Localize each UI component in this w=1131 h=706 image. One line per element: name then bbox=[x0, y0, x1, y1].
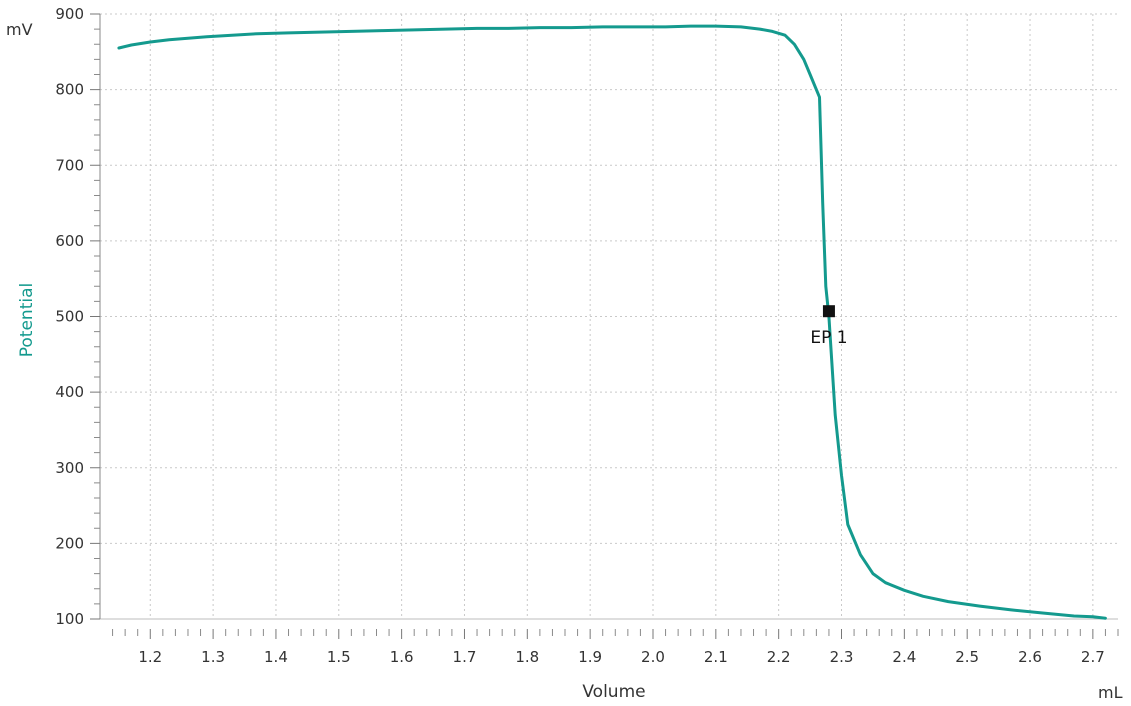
x-tick-label: 2.1 bbox=[704, 648, 728, 666]
annotations: EP 1 bbox=[810, 305, 848, 348]
x-tick-label: 2.3 bbox=[830, 648, 854, 666]
endpoint-label: EP 1 bbox=[810, 328, 847, 348]
x-tick-label: 2.6 bbox=[1018, 648, 1042, 666]
y-tick-label: 100 bbox=[55, 610, 84, 628]
x-tick-label: 2.0 bbox=[641, 648, 665, 666]
x-axis-ticks: 1.2 1.3 1.4 1.5 1.6 1.7 1.8 1.9 2.0 2.1 2.2 2.3 2.4 2… bbox=[112, 629, 1119, 666]
y-unit-label: mV bbox=[6, 20, 33, 39]
y-tick-label: 700 bbox=[55, 156, 84, 174]
x-tick-label: 1.6 bbox=[390, 648, 414, 666]
x-tick-label: 1.4 bbox=[264, 648, 288, 666]
grid bbox=[100, 13, 1118, 619]
y-tick-label: 200 bbox=[55, 534, 84, 552]
x-tick-label: 2.7 bbox=[1081, 648, 1105, 666]
x-tick-label: 1.9 bbox=[578, 648, 602, 666]
y-tick-label: 500 bbox=[55, 308, 84, 326]
series-line bbox=[117, 24, 1107, 620]
x-unit-label: mL bbox=[1098, 683, 1123, 702]
x-tick-label: 1.5 bbox=[327, 648, 351, 666]
endpoint-marker bbox=[822, 305, 835, 318]
y-axis-ticks: 100 200 300 400 500 600 700 800 900 bbox=[55, 5, 100, 628]
y-tick-label: 400 bbox=[55, 383, 84, 401]
y-tick-label: 800 bbox=[55, 81, 84, 99]
x-tick-label: 2.5 bbox=[955, 648, 979, 666]
y-tick-label: 900 bbox=[55, 5, 84, 23]
x-tick-label: 1.7 bbox=[453, 648, 477, 666]
x-tick-label: 1.8 bbox=[515, 648, 539, 666]
x-axis-title: Volume bbox=[582, 682, 645, 702]
x-tick-label: 2.2 bbox=[767, 648, 791, 666]
y-tick-label: 600 bbox=[55, 232, 84, 250]
x-tick-label: 1.3 bbox=[201, 648, 225, 666]
x-tick-label: 1.2 bbox=[138, 648, 162, 666]
series bbox=[117, 24, 1107, 620]
y-axis-title: Potential bbox=[17, 283, 37, 357]
y-tick-label: 300 bbox=[55, 459, 84, 477]
x-tick-label: 2.4 bbox=[892, 648, 916, 666]
